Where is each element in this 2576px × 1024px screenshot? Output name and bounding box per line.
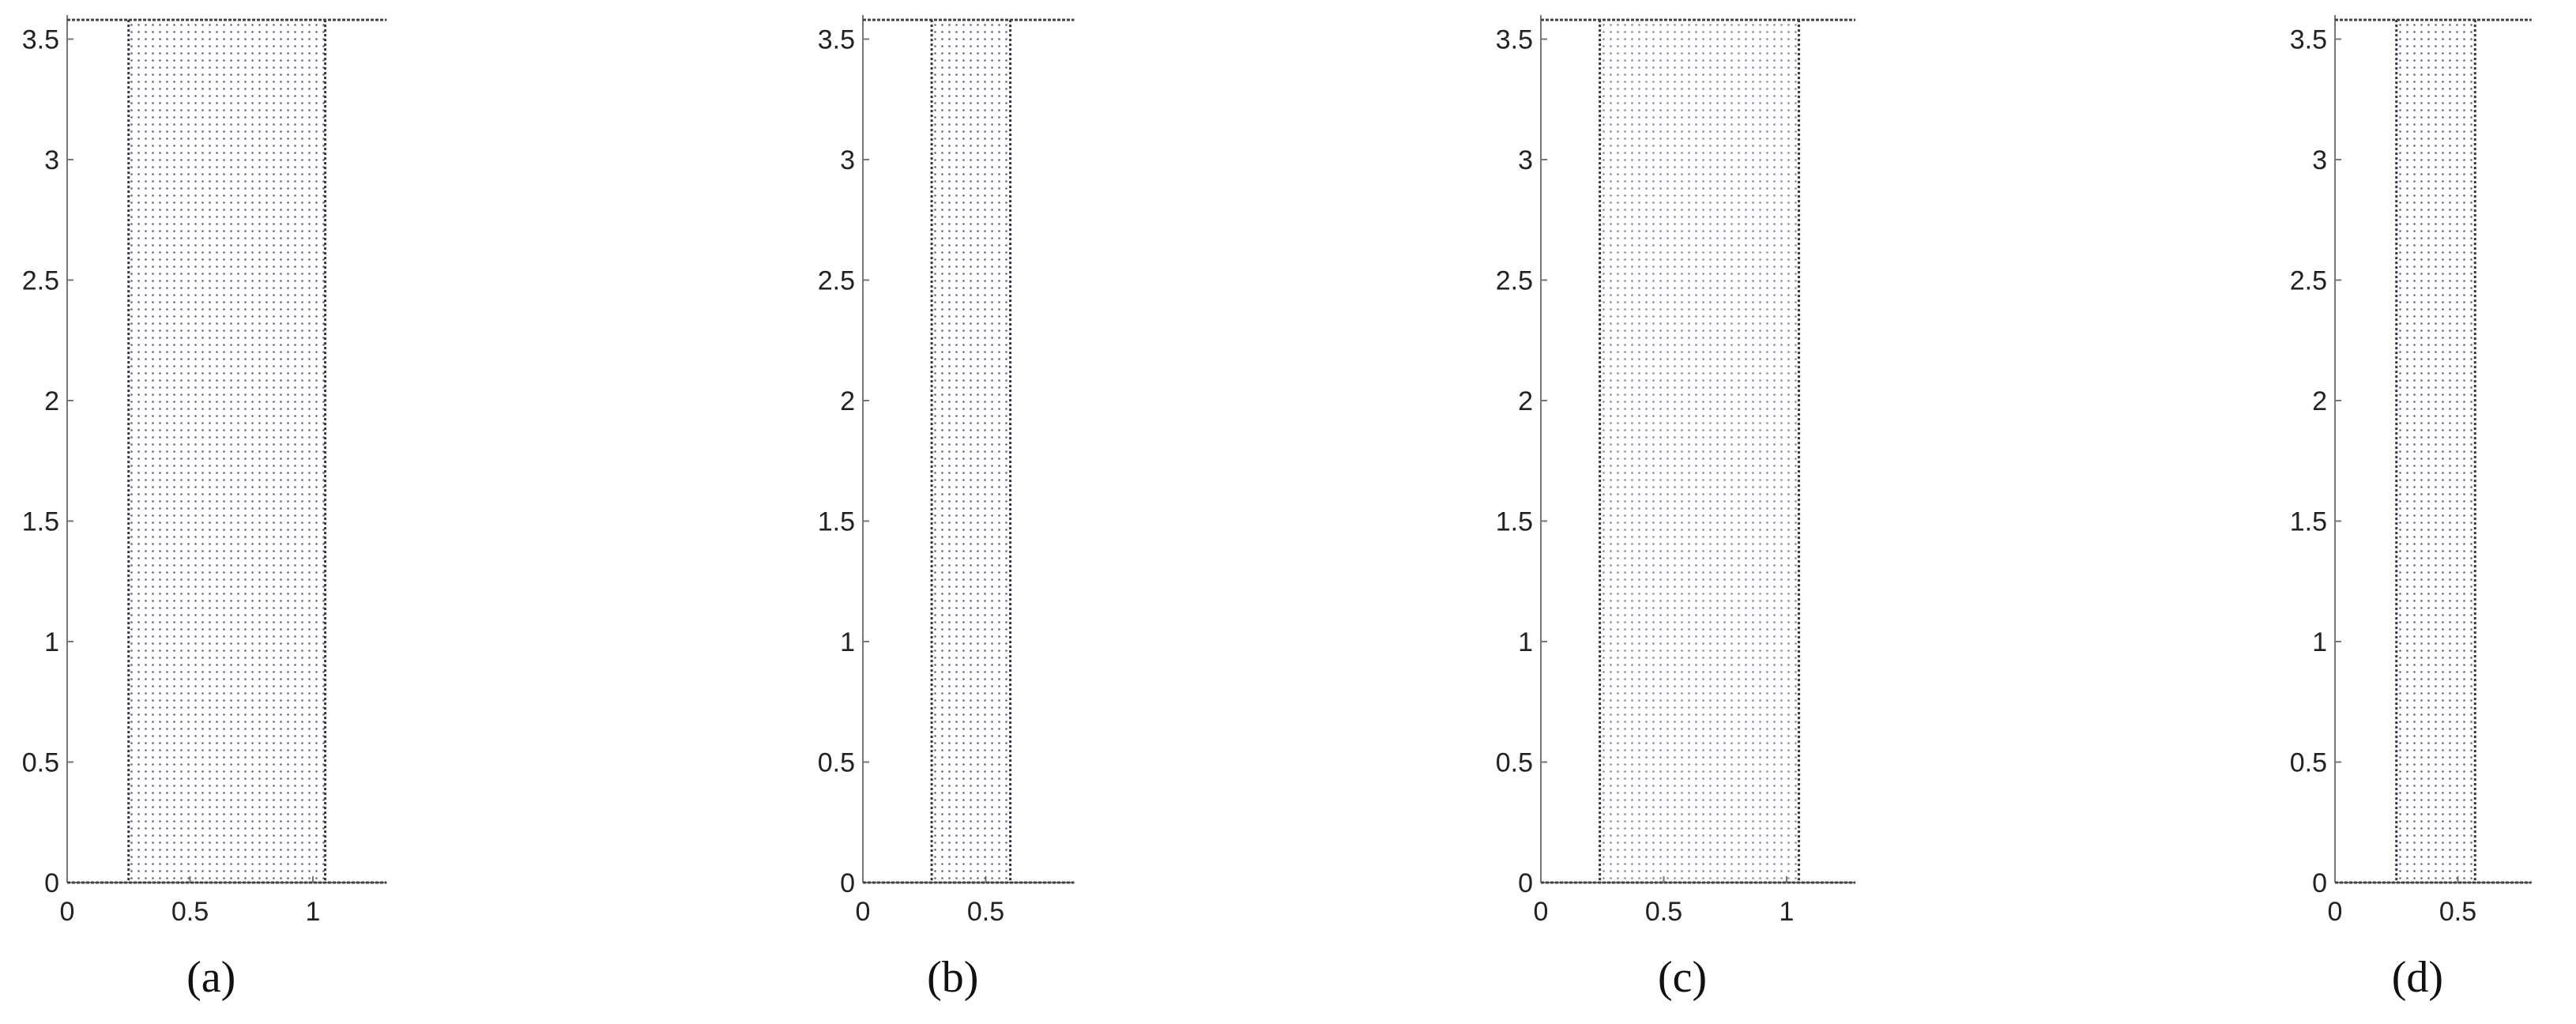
x-tick-label: 0.5 xyxy=(967,897,1004,927)
panel: 0 0.5 1 1.5 2 2.5 3 3.5 0 0.5 (b) xyxy=(818,15,1075,1002)
y-tick-label: 2 xyxy=(44,386,59,416)
x-tick-label: 0 xyxy=(1534,897,1549,927)
y-tick-label: 3.5 xyxy=(818,25,855,55)
x-tick-label: 0.5 xyxy=(2439,897,2476,927)
y-tick-label: 3.5 xyxy=(1496,25,1533,55)
particle-block xyxy=(128,20,326,883)
y-tick-label: 3 xyxy=(2312,145,2327,175)
y-tick-label: 3 xyxy=(1518,145,1533,175)
y-tick-label: 1.5 xyxy=(818,507,855,537)
particle-block xyxy=(932,20,1011,883)
y-tick-label: 2.5 xyxy=(2290,266,2327,296)
panel-label: (c) xyxy=(1658,953,1707,1002)
y-tick-label: 0.5 xyxy=(818,748,855,778)
y-tick-label: 1 xyxy=(840,627,855,657)
x-tick-label: 0.5 xyxy=(1645,897,1682,927)
y-tick-label: 1 xyxy=(1518,627,1533,657)
y-tick-label: 2 xyxy=(2312,386,2327,416)
x-tick-label: 1 xyxy=(1779,897,1795,927)
y-tick-label: 3 xyxy=(840,145,855,175)
y-tick-label: 1.5 xyxy=(22,507,59,537)
y-tick-label: 0.5 xyxy=(22,748,59,778)
particle-block xyxy=(1599,20,1799,883)
y-tick-label: 0 xyxy=(44,868,59,898)
x-tick-label: 0 xyxy=(856,897,871,927)
x-tick-label: 0.5 xyxy=(171,897,209,927)
y-tick-label: 1.5 xyxy=(2290,507,2327,537)
y-tick-label: 1 xyxy=(2312,627,2327,657)
y-tick-label: 2 xyxy=(840,386,855,416)
y-tick-label: 2.5 xyxy=(1496,266,1533,296)
y-tick-label: 2.5 xyxy=(22,266,59,296)
y-tick-label: 0.5 xyxy=(1496,748,1533,778)
y-tick-label: 0.5 xyxy=(2290,748,2327,778)
y-tick-label: 0 xyxy=(2312,868,2327,898)
y-tick-label: 1 xyxy=(44,627,59,657)
y-tick-label: 1.5 xyxy=(1496,507,1533,537)
panel-label: (d) xyxy=(2392,953,2443,1002)
y-tick-label: 3.5 xyxy=(22,25,59,55)
panel: 0 0.5 1 1.5 2 2.5 3 3.5 0 0.5 (d) xyxy=(2290,15,2532,1002)
y-tick-label: 3.5 xyxy=(2290,25,2327,55)
x-tick-label: 0 xyxy=(2328,897,2343,927)
x-tick-label: 0 xyxy=(60,897,75,927)
panel-label: (a) xyxy=(186,953,235,1002)
panel: 0 0.5 1 1.5 2 2.5 3 3.5 0 0.5 1 (c) xyxy=(1496,15,1856,1002)
panel-label: (b) xyxy=(927,953,978,1002)
panel: 0 0.5 1 1.5 2 2.5 3 3.5 0 0.5 1 (a) xyxy=(22,15,387,1002)
particle-block xyxy=(2396,20,2476,883)
y-tick-label: 0 xyxy=(840,868,855,898)
y-tick-label: 2 xyxy=(1518,386,1533,416)
y-tick-label: 2.5 xyxy=(818,266,855,296)
x-tick-label: 1 xyxy=(306,897,321,927)
y-tick-label: 3 xyxy=(44,145,59,175)
y-tick-label: 0 xyxy=(1518,868,1533,898)
